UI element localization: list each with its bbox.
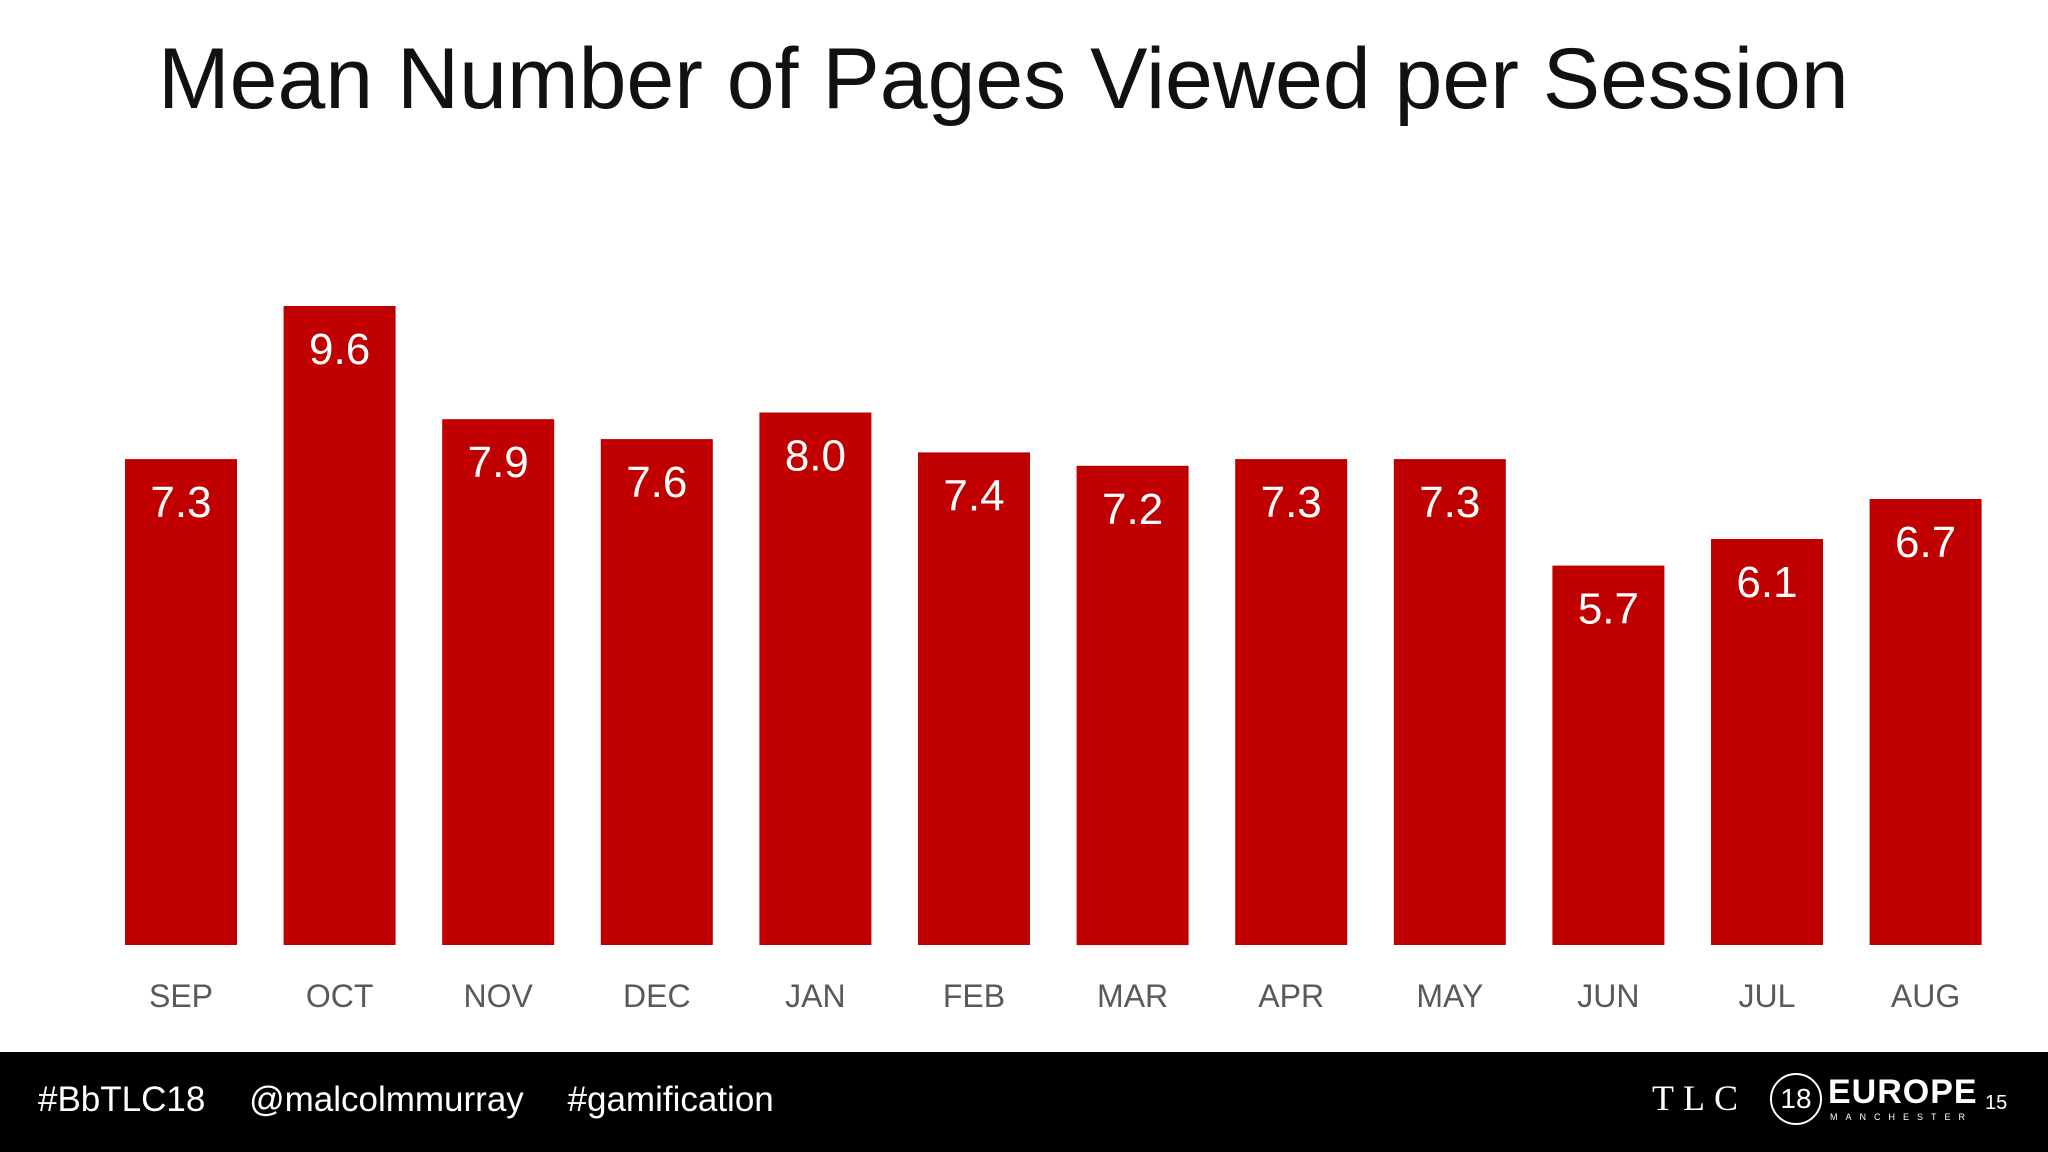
x-tick-apr: APR xyxy=(1258,978,1324,1014)
logo-18-circle: 18 xyxy=(1770,1073,1822,1125)
logo-tlc-text: TLC xyxy=(1652,1078,1747,1118)
hashtag-topic: #gamification xyxy=(567,1080,774,1119)
bar-oct xyxy=(283,306,396,945)
tlc-europe-logo: TLC 18 EUROPE MANCHESTER xyxy=(1652,1073,1977,1125)
footer-hashtags: #BbTLC18 @malcolmmurray #gamification xyxy=(38,1080,808,1120)
bar-jul xyxy=(1711,539,1823,945)
hashtag-author: @malcolmmurray xyxy=(249,1080,524,1119)
footer-bar: #BbTLC18 @malcolmmurray #gamification TL… xyxy=(0,1052,2048,1152)
x-tick-mar: MAR xyxy=(1097,978,1168,1014)
data-label-jun: 5.7 xyxy=(1578,585,1639,634)
x-tick-jul: JUL xyxy=(1739,978,1796,1014)
data-label-jul: 6.1 xyxy=(1736,558,1797,607)
data-label-apr: 7.3 xyxy=(1261,478,1322,527)
hashtag-event: #BbTLC18 xyxy=(38,1080,206,1119)
bar-jun xyxy=(1552,565,1665,945)
bar-chart: 7.3 SEP 9.6 OCT 7.9 NOV 7.6 DEC 8.0 JAN 7.4 FEB 7.2 M… xyxy=(125,306,1982,1014)
bar-may xyxy=(1393,459,1506,945)
data-label-nov: 7.9 xyxy=(468,438,529,487)
data-label-feb: 7.4 xyxy=(943,471,1004,520)
page-number: 15 xyxy=(1985,1092,2008,1114)
bar-jan xyxy=(759,412,872,945)
bar-sep xyxy=(125,459,237,945)
x-tick-oct: OCT xyxy=(306,978,374,1014)
data-label-oct: 9.6 xyxy=(309,325,370,374)
slide-title: Mean Number of Pages Viewed per Session xyxy=(158,31,1849,127)
x-tick-dec: DEC xyxy=(623,978,691,1014)
data-label-aug: 6.7 xyxy=(1895,518,1956,567)
logo-city-text: MANCHESTER xyxy=(1830,1112,1974,1122)
x-tick-sep: SEP xyxy=(149,978,213,1014)
logo-europe-text: EUROPE xyxy=(1828,1073,1978,1111)
bar-dec xyxy=(600,439,713,945)
x-tick-feb: FEB xyxy=(943,978,1005,1014)
bar-mar xyxy=(1076,465,1189,946)
data-label-dec: 7.6 xyxy=(626,458,687,507)
x-tick-aug: AUG xyxy=(1891,978,1960,1014)
bar-feb xyxy=(918,452,1030,945)
x-tick-jun: JUN xyxy=(1577,978,1639,1014)
data-label-sep: 7.3 xyxy=(150,478,211,527)
data-label-mar: 7.2 xyxy=(1102,485,1163,534)
x-tick-may: MAY xyxy=(1416,978,1483,1014)
bar-nov xyxy=(442,419,555,945)
bar-aug xyxy=(1869,499,1982,945)
data-label-jan: 8.0 xyxy=(785,432,846,481)
x-tick-nov: NOV xyxy=(464,978,534,1014)
data-label-may: 7.3 xyxy=(1419,478,1480,527)
bar-apr xyxy=(1235,459,1348,945)
x-tick-jan: JAN xyxy=(785,978,845,1014)
